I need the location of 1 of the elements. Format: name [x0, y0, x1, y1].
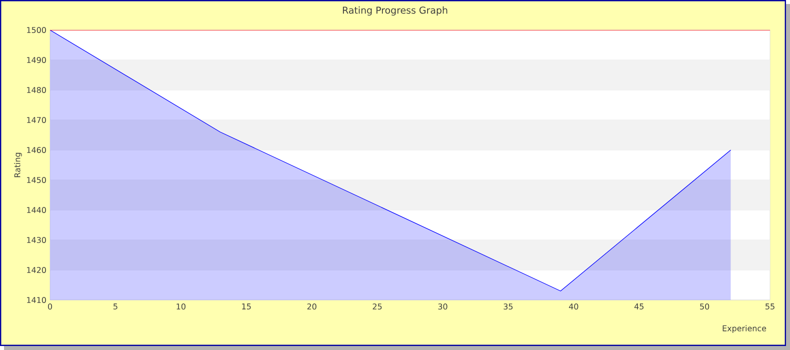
chart-title: Rating Progress Graph [342, 6, 448, 16]
